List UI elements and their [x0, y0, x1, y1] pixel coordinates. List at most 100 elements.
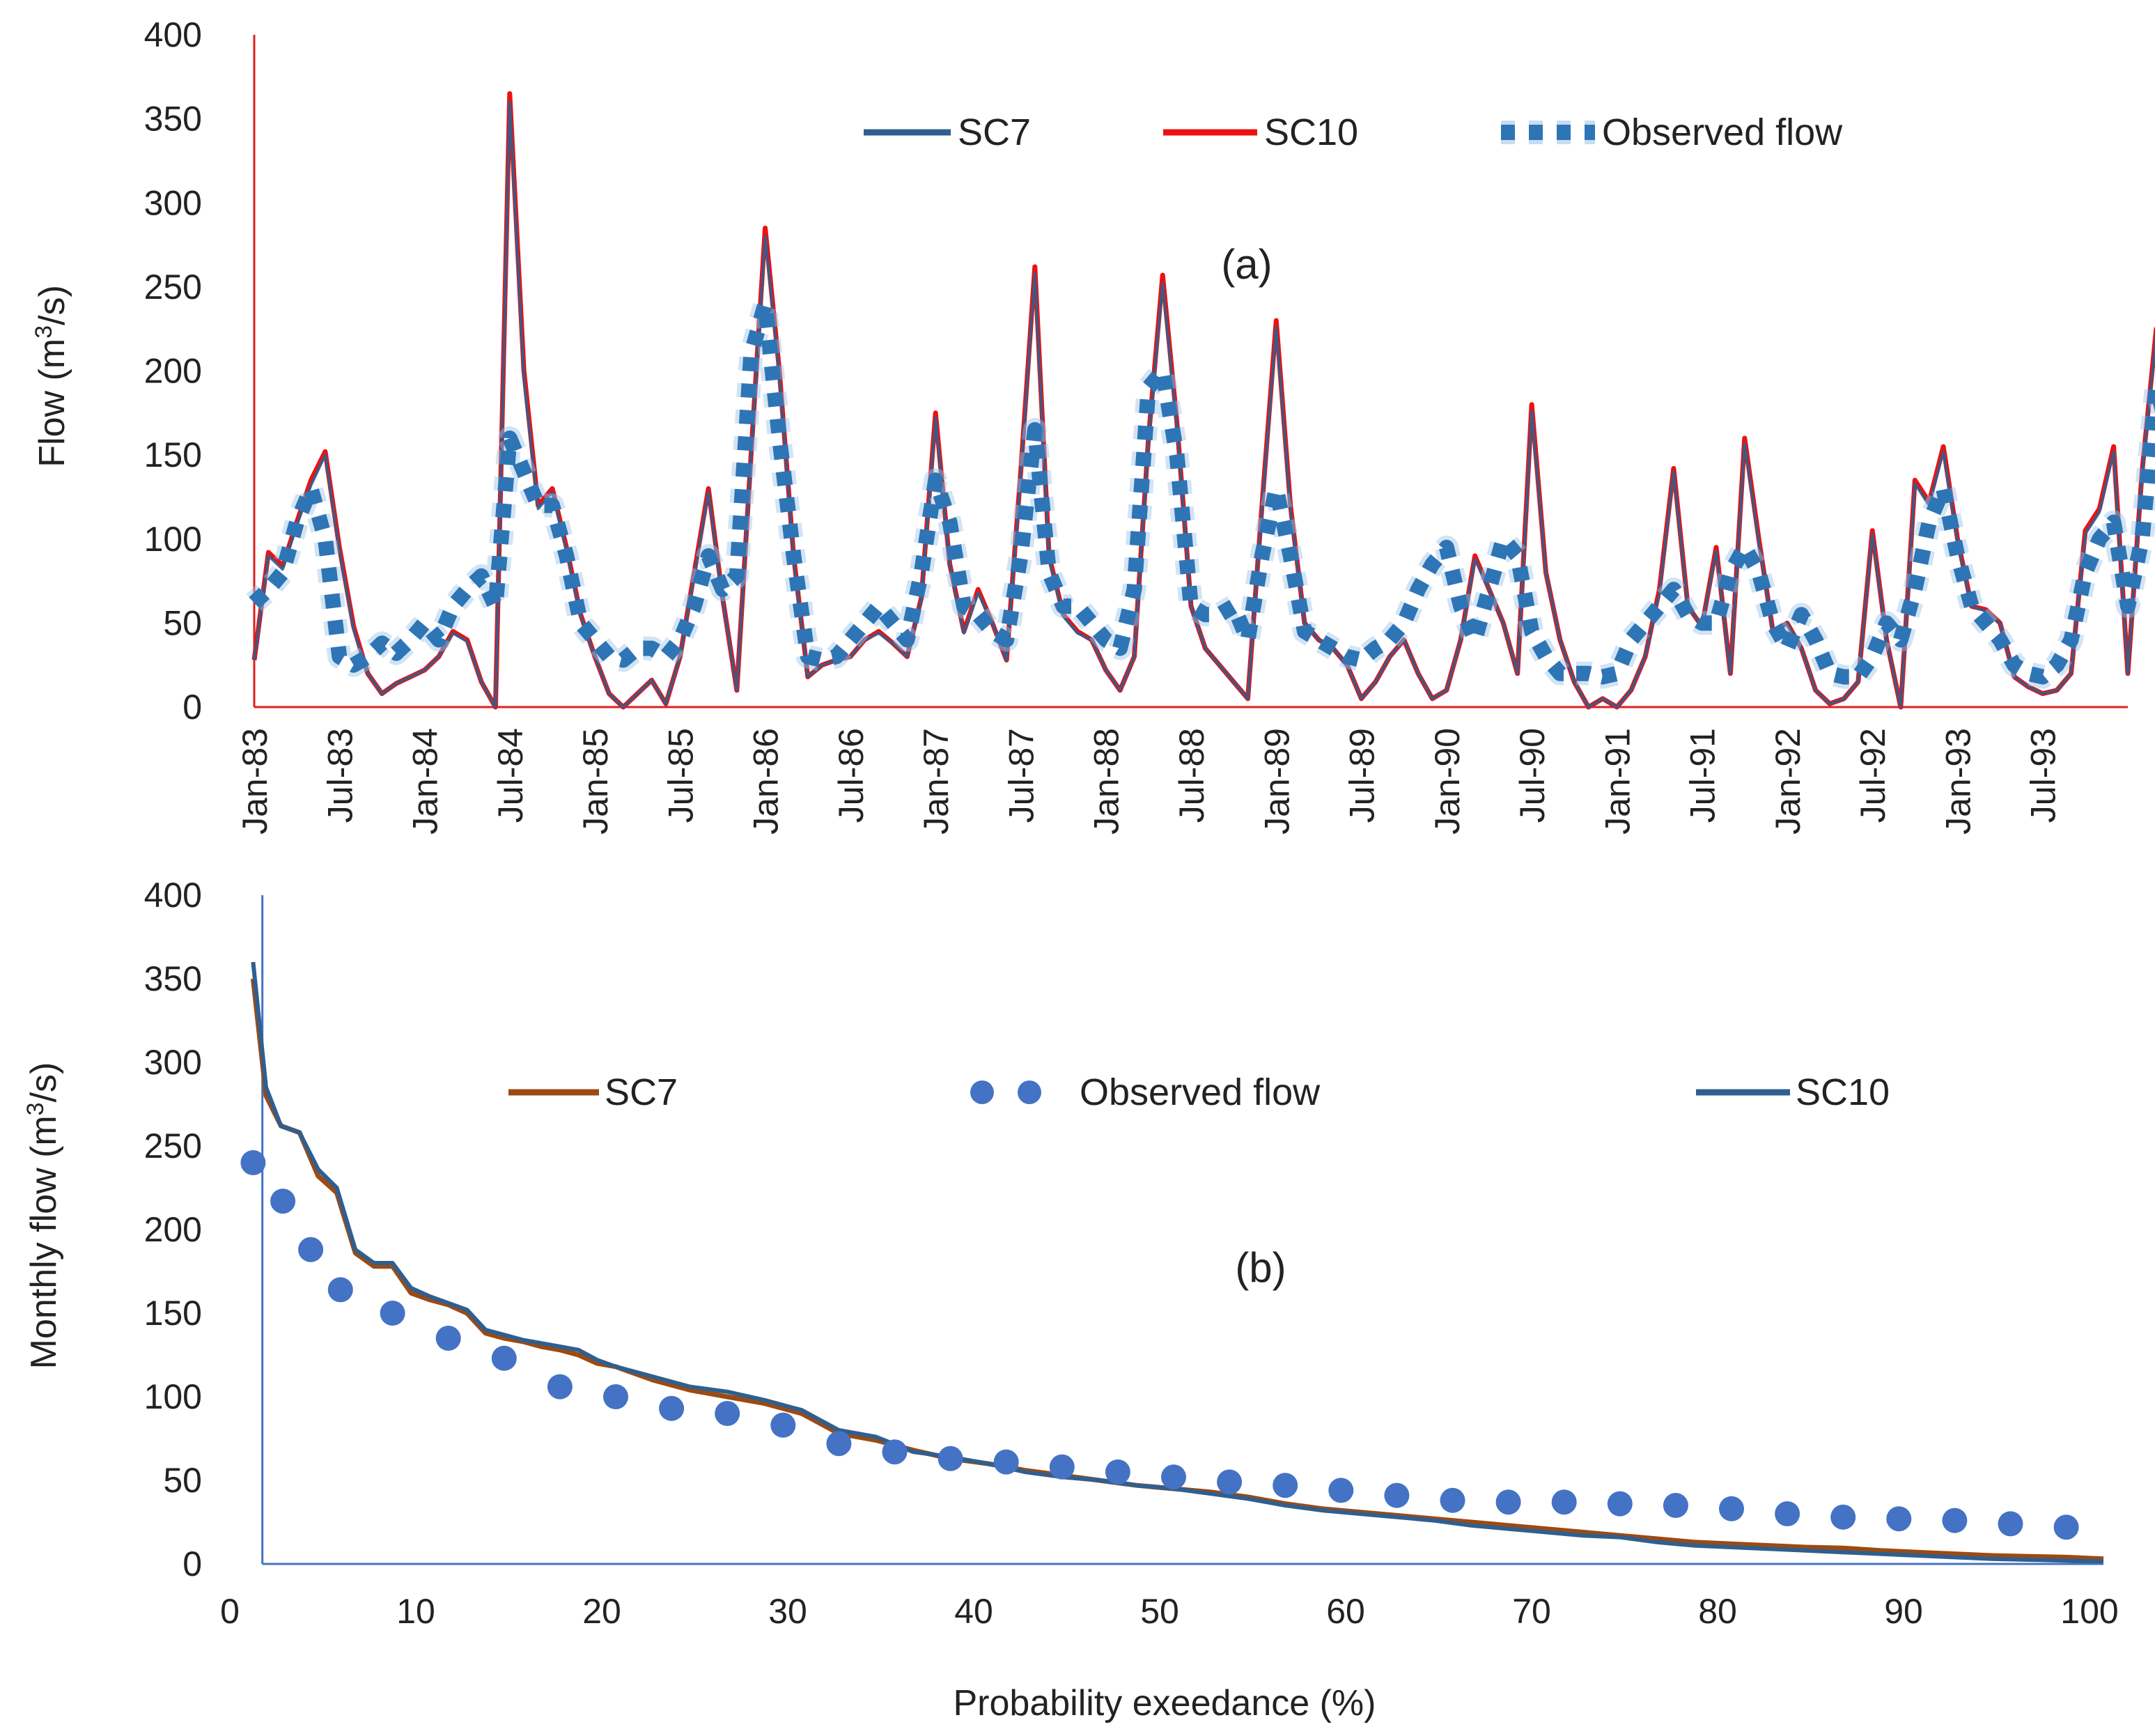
- observed-point: [2053, 1514, 2079, 1540]
- observed-point: [715, 1401, 740, 1426]
- observed-point: [1775, 1501, 1800, 1526]
- observed-point: [1830, 1504, 1856, 1530]
- panel-b-x-tick-70: 70: [1512, 1592, 1551, 1631]
- panel-b-y-tick-400: 400: [144, 876, 202, 915]
- observed-point: [1495, 1489, 1521, 1515]
- observed-point: [993, 1449, 1019, 1475]
- legend-entry-sc7: SC7: [864, 111, 1031, 153]
- panel-b-x-tick-0: 0: [220, 1592, 240, 1631]
- panel-a-y-tick-250: 250: [144, 268, 202, 307]
- panel-a-x-tick-Jan-83: Jan-83: [235, 728, 274, 835]
- panel-a-x-tick-Jan-90: Jan-90: [1428, 728, 1467, 835]
- legend-label-sc10: SC10: [1264, 111, 1358, 153]
- panel-b-x-tick-60: 60: [1326, 1592, 1365, 1631]
- panel-a-x-tick-Jan-84: Jan-84: [406, 728, 445, 835]
- panel-b-y-tick-350: 350: [144, 959, 202, 998]
- panel-a-y-tick-300: 300: [144, 183, 202, 222]
- legend-label-observed: Observed flow: [1602, 111, 1843, 153]
- panel-a-x-tick-Jan-85: Jan-85: [576, 728, 615, 835]
- panel-b-legend: SC7 Observed flow SC10: [508, 1071, 1890, 1113]
- observed-point: [435, 1326, 461, 1351]
- observed-point: [1886, 1506, 1912, 1532]
- panel-a-x-tick-Jul-85: Jul-85: [661, 728, 700, 823]
- panel-b-x-tick-40: 40: [954, 1592, 993, 1631]
- panel-a-x-tick-Jul-92: Jul-92: [1853, 728, 1892, 823]
- panel-a-y-tick-350: 350: [144, 100, 202, 139]
- legend-entry-observed: Observed flow: [1501, 111, 1843, 153]
- panel-a-y-tick-100: 100: [144, 520, 202, 559]
- observed-point: [1273, 1473, 1298, 1498]
- panel-b-x-tick-100: 100: [2060, 1592, 2118, 1631]
- panel-b-x-tick-80: 80: [1698, 1592, 1737, 1631]
- legend-entry-fdc-sc7: SC7: [508, 1071, 678, 1113]
- panel-b-y-tick-300: 300: [144, 1043, 202, 1082]
- panel-a-x-tick-Jan-92: Jan-92: [1768, 728, 1807, 835]
- panel-a-x-tick-Jan-87: Jan-87: [917, 728, 956, 835]
- observed-point: [882, 1439, 908, 1465]
- panel-b-y-tick-0: 0: [182, 1544, 202, 1583]
- panel-a-y-tick-labels: 0 50 100 150 200 250 300 350 400: [144, 15, 202, 727]
- panel-a-x-tick-Jul-86: Jul-86: [832, 728, 871, 823]
- panel-a-legend: SC7 SC10 Observed flow: [864, 111, 1843, 153]
- panel-b-x-axis-title: Probability exeedance (%): [954, 1683, 1376, 1723]
- observed-point: [1998, 1511, 2023, 1537]
- panel-a-y-tick-150: 150: [144, 435, 202, 474]
- legend-entry-fdc-sc10: SC10: [1696, 1071, 1890, 1113]
- observed-point: [547, 1374, 573, 1400]
- series-line-sc7: [253, 100, 2155, 708]
- observed-point: [1607, 1491, 1633, 1517]
- panel-b-y-tick-labels: 0 50 100 150 200 250 300 350 400: [144, 876, 202, 1583]
- observed-point: [491, 1345, 517, 1371]
- panel-b-y-tick-250: 250: [144, 1126, 202, 1165]
- observed-point: [1384, 1482, 1410, 1508]
- legend-label-fdc-observed: Observed flow: [1080, 1071, 1321, 1113]
- panel-b-y-tick-100: 100: [144, 1377, 202, 1416]
- observed-point: [327, 1277, 353, 1303]
- panel-b-flow-duration-chart: 0 50 100 150 200 250 300 350 400 0 10 20 30 40 50 60 70…: [22, 876, 2119, 1723]
- panel-a-x-tick-Jan-93: Jan-93: [1938, 728, 1977, 835]
- observed-point: [270, 1188, 296, 1214]
- panel-a-x-tick-Jan-89: Jan-89: [1257, 728, 1296, 835]
- panel-a-x-tick-Jul-89: Jul-89: [1343, 728, 1382, 823]
- legend-entry-sc10: SC10: [1163, 111, 1358, 153]
- observed-point: [1942, 1508, 1968, 1533]
- panel-a-y-tick-50: 50: [163, 603, 202, 642]
- panel-b-x-tick-labels: 0 10 20 30 40 50 60 70 80 90 100: [220, 1592, 2119, 1631]
- panel-a-x-tick-Jul-83: Jul-83: [320, 728, 359, 823]
- panel-b-y-tick-200: 200: [144, 1210, 202, 1249]
- observed-point: [298, 1237, 324, 1262]
- observed-point: [603, 1384, 628, 1409]
- panel-b-x-tick-20: 20: [582, 1592, 621, 1631]
- observed-point: [1551, 1489, 1577, 1515]
- panel-a-x-tick-Jan-86: Jan-86: [747, 728, 786, 835]
- observed-point: [1719, 1496, 1744, 1521]
- panel-a-y-tick-400: 400: [144, 15, 202, 54]
- panel-a-x-tick-Jul-91: Jul-91: [1683, 728, 1722, 823]
- panel-a-y-tick-200: 200: [144, 352, 202, 391]
- legend-label-sc7: SC7: [958, 111, 1031, 153]
- observed-point: [770, 1412, 796, 1438]
- panel-a-x-tick-Jul-84: Jul-84: [491, 728, 530, 823]
- panel-a-label: (a): [1221, 241, 1272, 288]
- panel-a-x-tick-Jul-90: Jul-90: [1513, 728, 1552, 823]
- panel-a-x-tick-Jul-93: Jul-93: [2024, 728, 2063, 823]
- observed-point: [826, 1431, 852, 1457]
- legend-label-fdc-sc7: SC7: [605, 1071, 678, 1113]
- observed-point: [1161, 1464, 1186, 1490]
- panel-b-y-tick-150: 150: [144, 1294, 202, 1333]
- panel-b-x-tick-10: 10: [396, 1592, 435, 1631]
- legend-label-fdc-sc10: SC10: [1796, 1071, 1890, 1113]
- observed-point: [1663, 1493, 1688, 1518]
- panel-b-y-tick-50: 50: [163, 1461, 202, 1500]
- panel-a-y-tick-0: 0: [182, 688, 202, 727]
- panel-a-x-tick-labels: Jan-83 Jul-83 Jan-84 Jul-84 Jan-85 Jul-85 Jan-…: [235, 728, 2063, 835]
- panel-a-y-axis-title: Flow (m3/s): [31, 285, 72, 467]
- observed-point: [1049, 1454, 1075, 1480]
- panel-b-label: (b): [1235, 1244, 1286, 1291]
- panel-a-series: [246, 91, 2155, 710]
- series-line-observed: [249, 296, 2155, 685]
- legend-entry-fdc-observed: Observed flow: [970, 1071, 1321, 1113]
- panel-a-x-tick-Jul-88: Jul-88: [1172, 728, 1211, 823]
- panel-b-x-tick-50: 50: [1140, 1592, 1179, 1631]
